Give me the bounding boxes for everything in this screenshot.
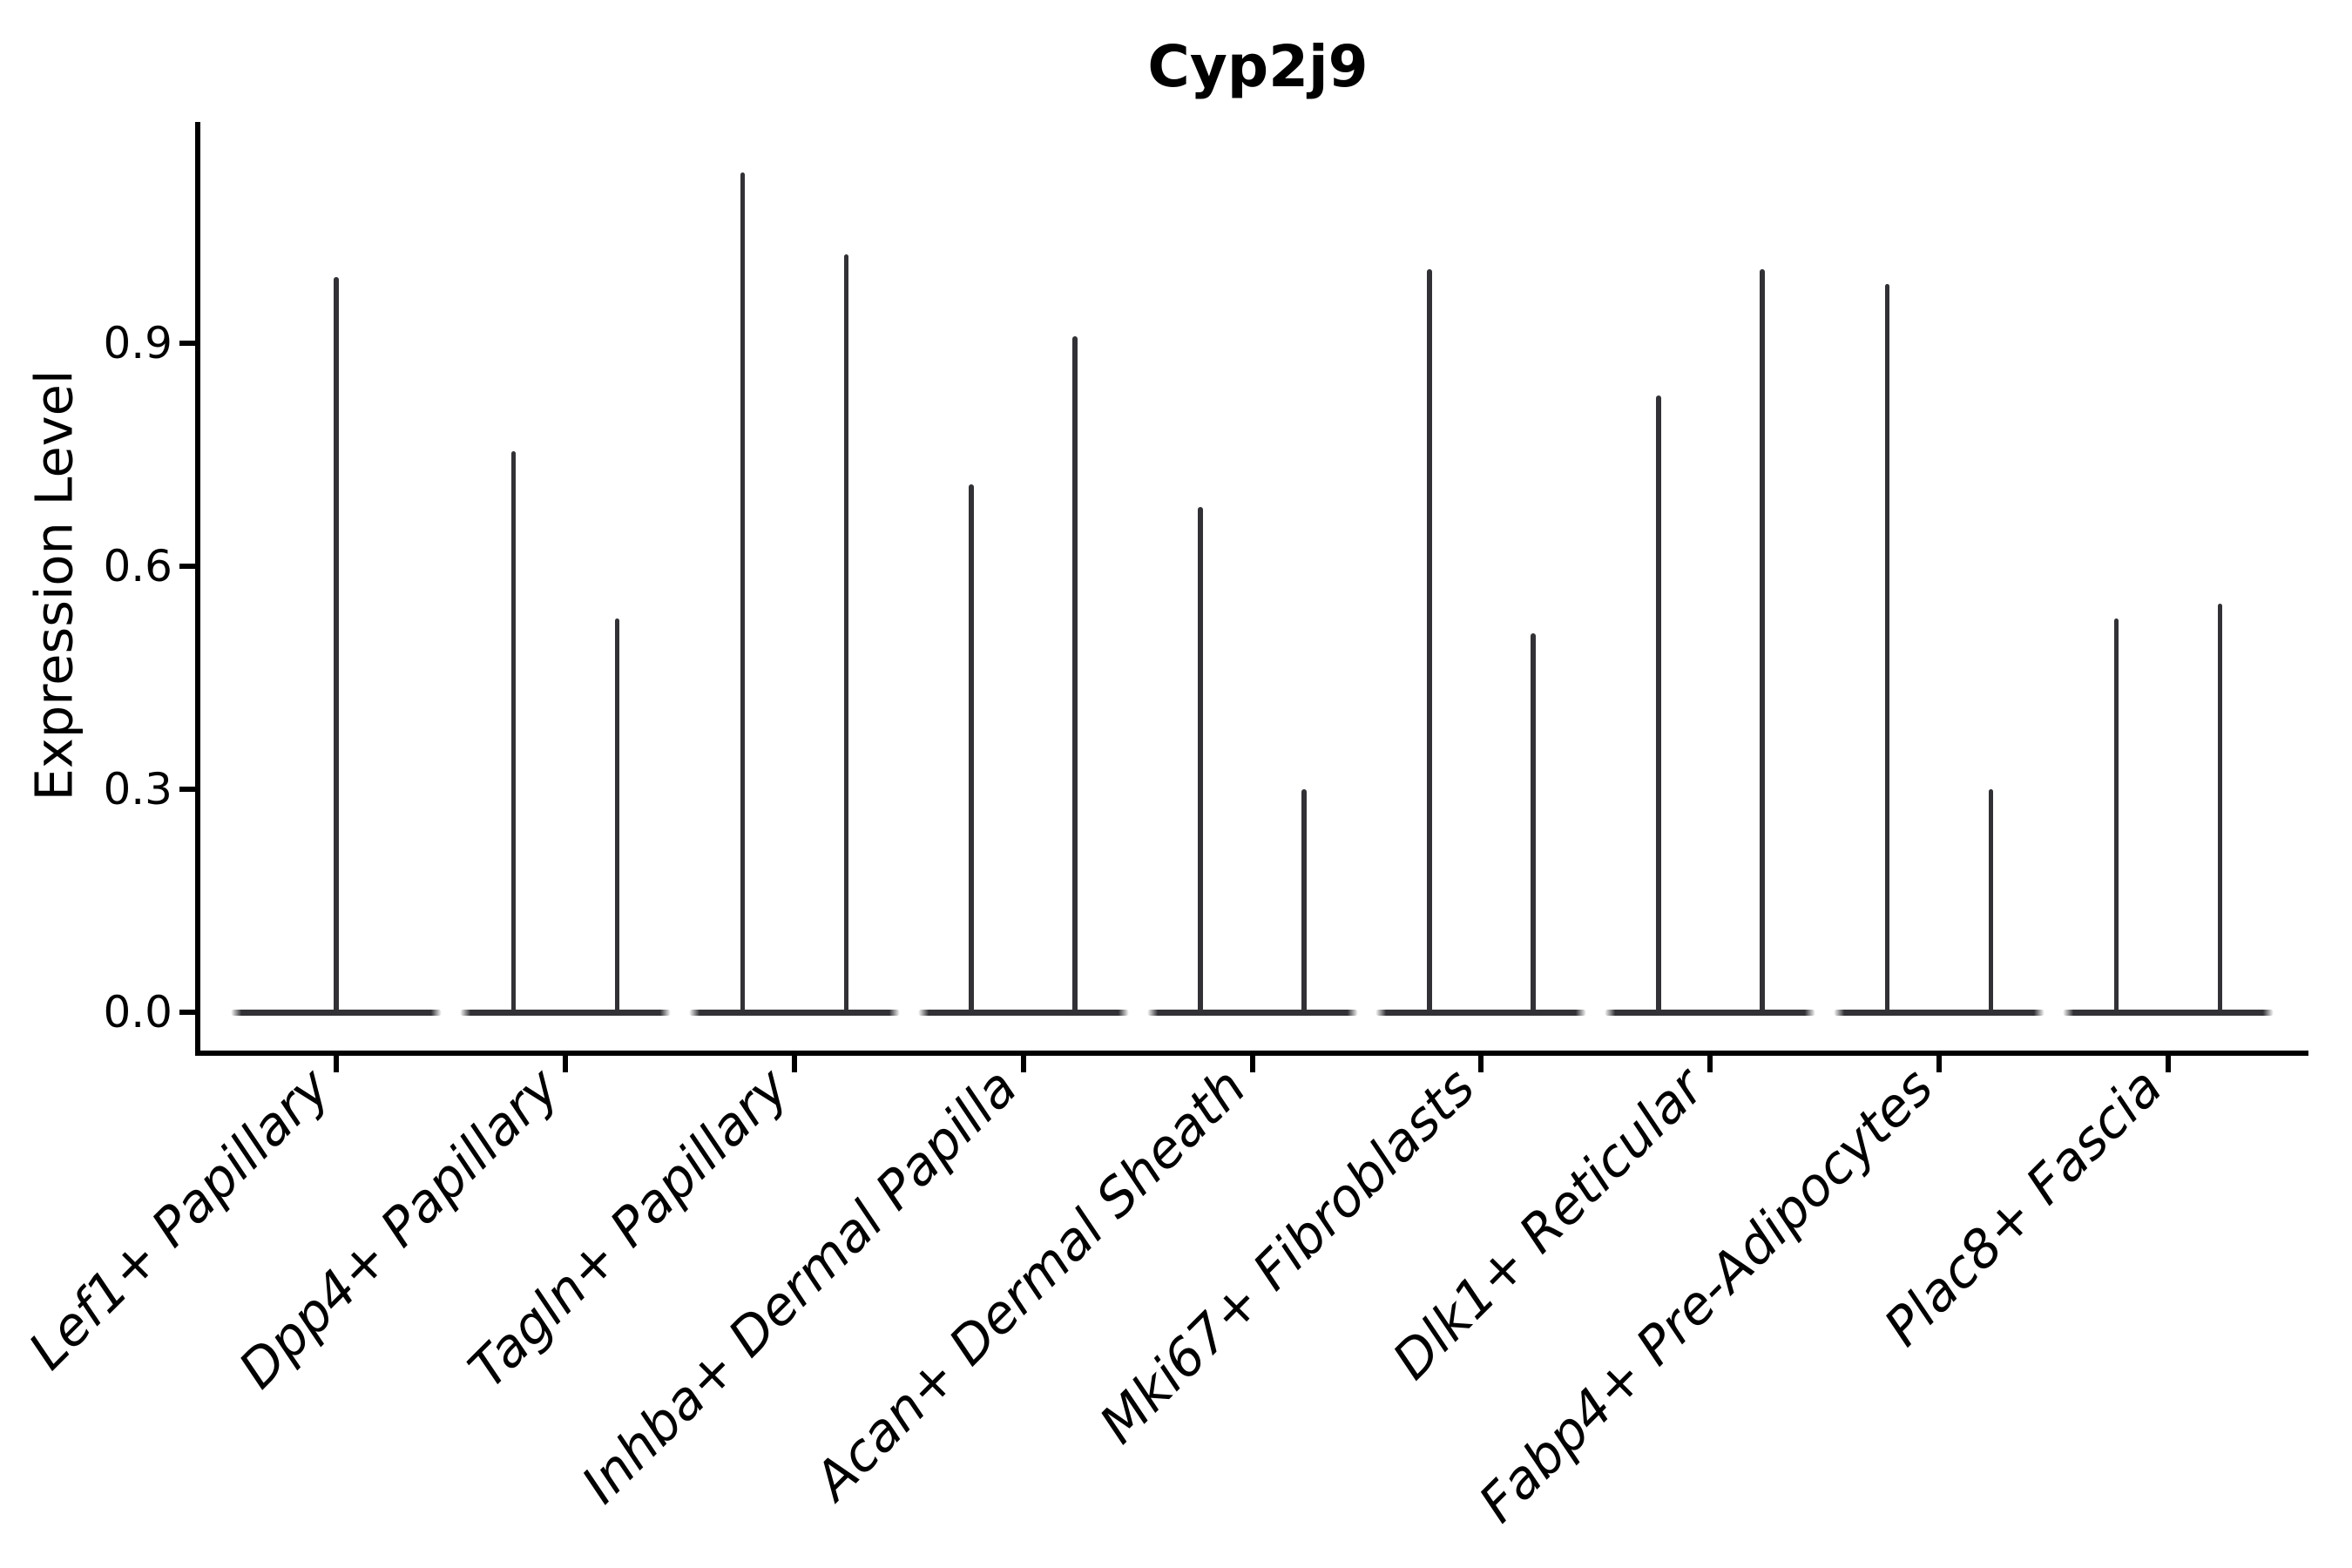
violin-tail: [510, 450, 517, 1015]
violin-tail: [1198, 506, 1203, 1015]
x-tick: [791, 1056, 797, 1072]
violin-body: [459, 1009, 671, 1016]
x-tick: [1707, 1056, 1713, 1072]
y-axis-line: [195, 122, 200, 1056]
violin-tail: [1301, 789, 1307, 1015]
violin-tail: [334, 276, 339, 1015]
y-tick: [179, 1010, 195, 1015]
violin-tail: [1988, 789, 1994, 1015]
violin-tail: [2217, 603, 2223, 1015]
x-tick-label: Fabp4+ Pre-Adipocytes: [1467, 1057, 1945, 1535]
violin-body: [1834, 1009, 2045, 1016]
violin-tail: [1427, 269, 1432, 1015]
x-tick-label: Acan+ Dermal Sheath: [803, 1057, 1259, 1512]
y-tick-label: 0.6: [103, 541, 172, 592]
violin-tail: [1531, 632, 1536, 1015]
y-tick-label: 0.9: [103, 318, 172, 369]
x-tick: [1936, 1056, 1943, 1072]
violin-tail: [1884, 284, 1890, 1015]
violin-tail: [843, 253, 848, 1015]
violin-body: [688, 1009, 900, 1016]
x-tick: [1478, 1056, 1484, 1072]
violin-body: [1605, 1009, 1816, 1016]
violin-tail: [1760, 269, 1765, 1015]
x-tick: [334, 1056, 339, 1072]
x-tick: [1249, 1056, 1255, 1072]
y-tick-label: 0.3: [103, 764, 172, 815]
violin-body: [1146, 1009, 1358, 1016]
violin-body: [1375, 1009, 1587, 1016]
violin-tail: [1656, 395, 1661, 1015]
violin-body: [917, 1009, 1129, 1016]
violin-tail: [2113, 618, 2119, 1015]
violin-tail: [969, 484, 974, 1015]
y-tick: [179, 787, 195, 793]
x-tick-label: Inhba+ Dermal Papilla: [570, 1057, 1030, 1516]
y-tick-label: 0.0: [103, 987, 172, 1037]
violin-tail: [614, 618, 620, 1015]
violin-body: [2063, 1009, 2274, 1016]
x-tick: [1020, 1056, 1026, 1072]
x-tick-label: Mki67+ Fibroblasts: [1088, 1057, 1488, 1456]
x-axis-line: [195, 1051, 2308, 1056]
chart-title: Cyp2j9: [1147, 33, 1369, 100]
violin-tail: [740, 172, 745, 1015]
x-tick: [562, 1056, 568, 1072]
violin-tail: [1072, 335, 1078, 1015]
y-tick: [179, 564, 195, 570]
y-tick: [179, 341, 195, 347]
x-tick: [2166, 1056, 2171, 1072]
